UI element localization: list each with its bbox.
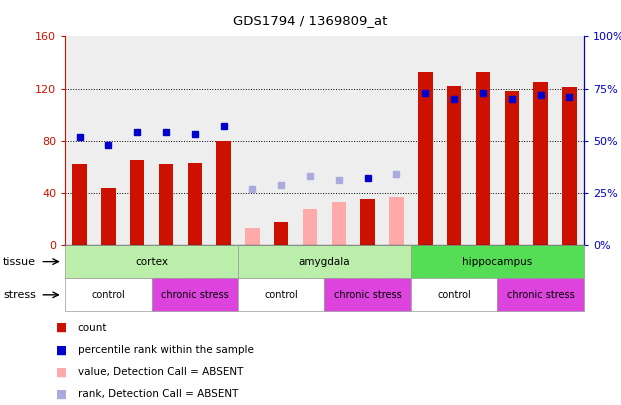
Bar: [562, 87, 576, 245]
Text: chronic stress: chronic stress: [334, 290, 402, 300]
Text: chronic stress: chronic stress: [161, 290, 229, 300]
Bar: [447, 86, 461, 245]
Text: ■: ■: [56, 343, 67, 356]
Bar: [217, 141, 231, 245]
Text: ■: ■: [56, 321, 67, 334]
Text: amygdala: amygdala: [299, 257, 350, 266]
Text: control: control: [91, 290, 125, 300]
Text: ■: ■: [56, 388, 67, 401]
Text: chronic stress: chronic stress: [507, 290, 574, 300]
Bar: [504, 91, 519, 245]
Bar: [130, 160, 145, 245]
Text: tissue: tissue: [3, 257, 36, 266]
Text: count: count: [78, 323, 107, 333]
Bar: [73, 164, 87, 245]
Bar: [274, 222, 289, 245]
Bar: [360, 199, 375, 245]
Text: percentile rank within the sample: percentile rank within the sample: [78, 345, 253, 355]
Bar: [101, 188, 116, 245]
Bar: [245, 228, 260, 245]
Text: stress: stress: [3, 290, 36, 300]
Text: value, Detection Call = ABSENT: value, Detection Call = ABSENT: [78, 367, 243, 377]
Bar: [418, 72, 432, 245]
Text: hippocampus: hippocampus: [462, 257, 532, 266]
Bar: [533, 82, 548, 245]
Text: rank, Detection Call = ABSENT: rank, Detection Call = ABSENT: [78, 390, 238, 399]
Bar: [188, 163, 202, 245]
Text: control: control: [437, 290, 471, 300]
Bar: [159, 164, 173, 245]
Text: control: control: [265, 290, 298, 300]
Bar: [389, 197, 404, 245]
Text: cortex: cortex: [135, 257, 168, 266]
Bar: [476, 72, 490, 245]
Text: ■: ■: [56, 366, 67, 379]
Bar: [332, 202, 346, 245]
Text: GDS1794 / 1369809_at: GDS1794 / 1369809_at: [233, 14, 388, 27]
Bar: [303, 209, 317, 245]
